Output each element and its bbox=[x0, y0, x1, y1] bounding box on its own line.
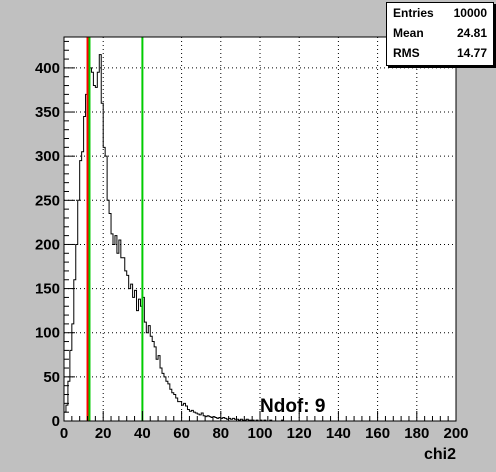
x-axis-title: chi2 bbox=[424, 446, 456, 463]
x-tick-label: 120 bbox=[287, 425, 312, 442]
x-tick-label: 60 bbox=[173, 425, 190, 442]
y-tick-label: 100 bbox=[35, 325, 60, 342]
x-tick-label: 180 bbox=[404, 425, 429, 442]
y-tick-label: 400 bbox=[35, 60, 60, 77]
y-tick-label: 250 bbox=[35, 192, 60, 209]
histogram-outline bbox=[63, 54, 300, 422]
y-tick-label: 150 bbox=[35, 281, 60, 298]
stats-value: 24.81 bbox=[456, 26, 487, 40]
stats-value: 10000 bbox=[453, 6, 487, 20]
x-tick-label: 40 bbox=[134, 425, 151, 442]
x-tick-label: 20 bbox=[95, 425, 112, 442]
x-tick-label: 80 bbox=[212, 425, 229, 442]
y-tick-label: 200 bbox=[35, 236, 60, 253]
stats-label: Entries bbox=[393, 6, 434, 20]
stats-label: Mean bbox=[393, 26, 424, 40]
x-tick-label: 0 bbox=[60, 425, 68, 442]
x-tick-label: 200 bbox=[443, 425, 468, 442]
stats-box: Entries 10000 Mean 24.81 RMS 14.77 bbox=[386, 2, 494, 66]
stats-value: 14.77 bbox=[456, 46, 487, 60]
stats-row-rms: RMS 14.77 bbox=[387, 43, 493, 63]
y-tick-label: 350 bbox=[35, 104, 60, 121]
y-tick-label: 0 bbox=[52, 413, 60, 430]
x-tick-label: 100 bbox=[247, 425, 272, 442]
y-tick-label: 50 bbox=[43, 369, 60, 386]
x-tick-label: 140 bbox=[326, 425, 351, 442]
stats-label: RMS bbox=[393, 46, 420, 60]
stats-row-mean: Mean 24.81 bbox=[387, 23, 493, 43]
x-tick-label: 160 bbox=[365, 425, 390, 442]
y-tick-label: 300 bbox=[35, 148, 60, 165]
stats-row-entries: Entries 10000 bbox=[387, 3, 493, 23]
ndof-annotation: Ndof: 9 bbox=[260, 396, 325, 417]
